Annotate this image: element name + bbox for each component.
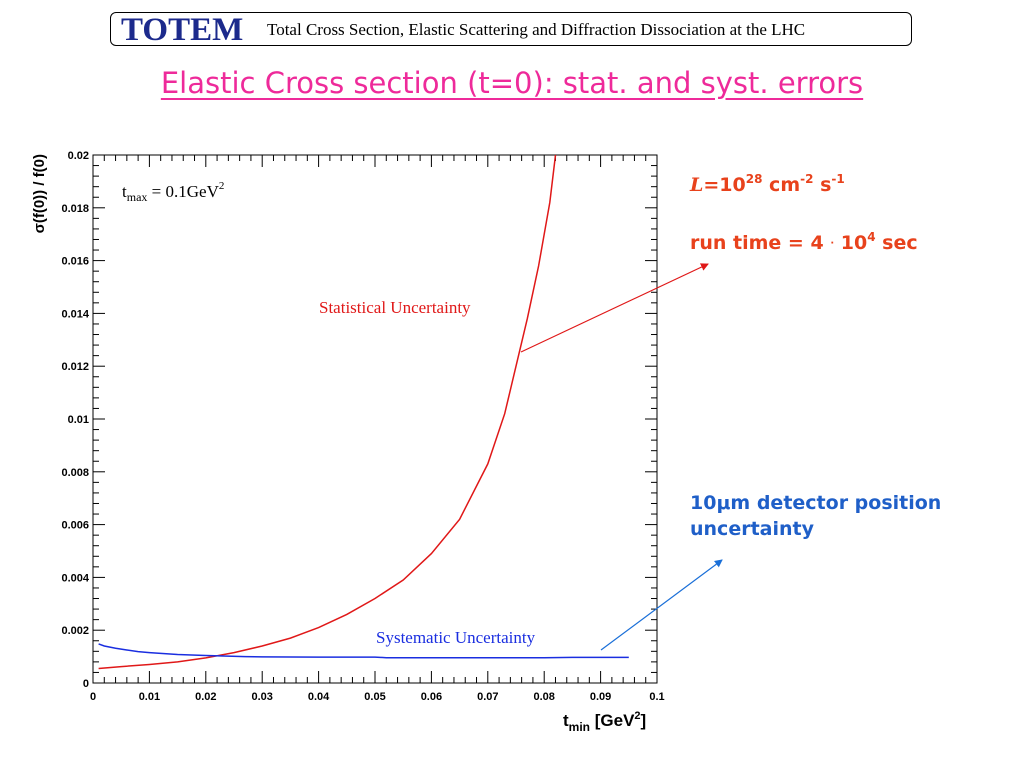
luminosity-s-exp: -1 <box>831 172 845 186</box>
x-tick-label: 0.01 <box>139 691 160 703</box>
x-tick-label: 0 <box>90 691 96 703</box>
x-label-close: ] <box>641 711 647 730</box>
x-tick-label: 0.05 <box>364 691 385 703</box>
tmax-annotation: tmax = 0.1GeV2 <box>122 180 224 204</box>
run-time-exp: 4 <box>867 230 876 244</box>
run-time-annotation: run time = 4 · 104 sec <box>690 230 918 254</box>
y-tick-label: 0.014 <box>61 308 89 320</box>
y-tick-label: 0.02 <box>68 150 89 162</box>
x-tick-label: 0.02 <box>195 691 216 703</box>
x-tick-label: 0.07 <box>477 691 498 703</box>
y-tick-label: 0.018 <box>61 203 89 215</box>
statistical-label: Statistical Uncertainty <box>319 298 471 317</box>
systematic-series-line <box>98 643 629 659</box>
run-time-base: 10 <box>834 232 868 254</box>
y-tick-label: 0.016 <box>61 256 89 268</box>
luminosity-exp: 28 <box>745 172 763 186</box>
header-banner: TOTEM Total Cross Section, Elastic Scatt… <box>110 12 912 48</box>
luminosity-eq: =10 <box>703 174 746 196</box>
tmax-value: = 0.1GeV <box>147 182 219 201</box>
statistical-series-line <box>98 154 557 670</box>
luminosity-annotation: L=1028 cm-2 s-1 <box>690 172 845 196</box>
tmax-sub: max <box>127 190 148 204</box>
systematic-label: Systematic Uncertainty <box>376 628 536 647</box>
detector-annotation: 10μm detector position uncertainty <box>690 490 1010 542</box>
slide-title: Elastic Cross section (t=0): stat. and s… <box>160 66 864 100</box>
tmax-t: t <box>122 182 127 201</box>
x-tick-label: 0.06 <box>421 691 442 703</box>
detector-line2: uncertainty <box>690 518 814 540</box>
y-tick-label: 0.012 <box>61 361 89 373</box>
x-axis-label: tmin [GeV2] <box>563 710 646 734</box>
tmax-exp: 2 <box>219 180 225 192</box>
x-tick-label: 0.08 <box>533 691 554 703</box>
y-tick-label: 0.01 <box>68 414 89 426</box>
x-label-unit: [GeV <box>590 711 635 730</box>
y-tick-label: 0.002 <box>61 625 89 637</box>
x-tick-label: 0.03 <box>251 691 272 703</box>
x-tick-label: 0.1 <box>649 691 664 703</box>
plot-frame <box>92 154 658 684</box>
run-time-unit: sec <box>875 232 918 254</box>
luminosity-cm-exp: -2 <box>800 172 814 186</box>
y-axis-label: σ(f(0)) / f(0) <box>31 154 48 233</box>
x-label-sub: min <box>569 720 590 734</box>
x-tick-label: 0.04 <box>308 691 330 703</box>
banner-text: Total Cross Section, Elastic Scattering … <box>267 20 806 39</box>
x-tick-label: 0.09 <box>590 691 611 703</box>
statistical-arrow <box>520 263 709 353</box>
x-label-t: t <box>563 711 569 730</box>
detector-line1: 10μm detector position <box>690 492 942 514</box>
run-time-dot: · <box>830 238 835 249</box>
luminosity-symbol: L <box>690 174 704 196</box>
systematic-arrow <box>600 559 723 651</box>
y-tick-label: 0.006 <box>61 520 89 532</box>
run-time-prefix: run time = 4 <box>690 232 831 254</box>
totem-logo: TOTEM <box>121 12 244 48</box>
x-label-exp: 2 <box>634 710 640 722</box>
y-tick-label: 0.004 <box>61 572 89 584</box>
y-tick-label: 0 <box>83 678 89 690</box>
y-tick-label: 0.008 <box>61 467 89 479</box>
luminosity-s: s <box>813 174 832 196</box>
luminosity-cm: cm <box>762 174 801 196</box>
